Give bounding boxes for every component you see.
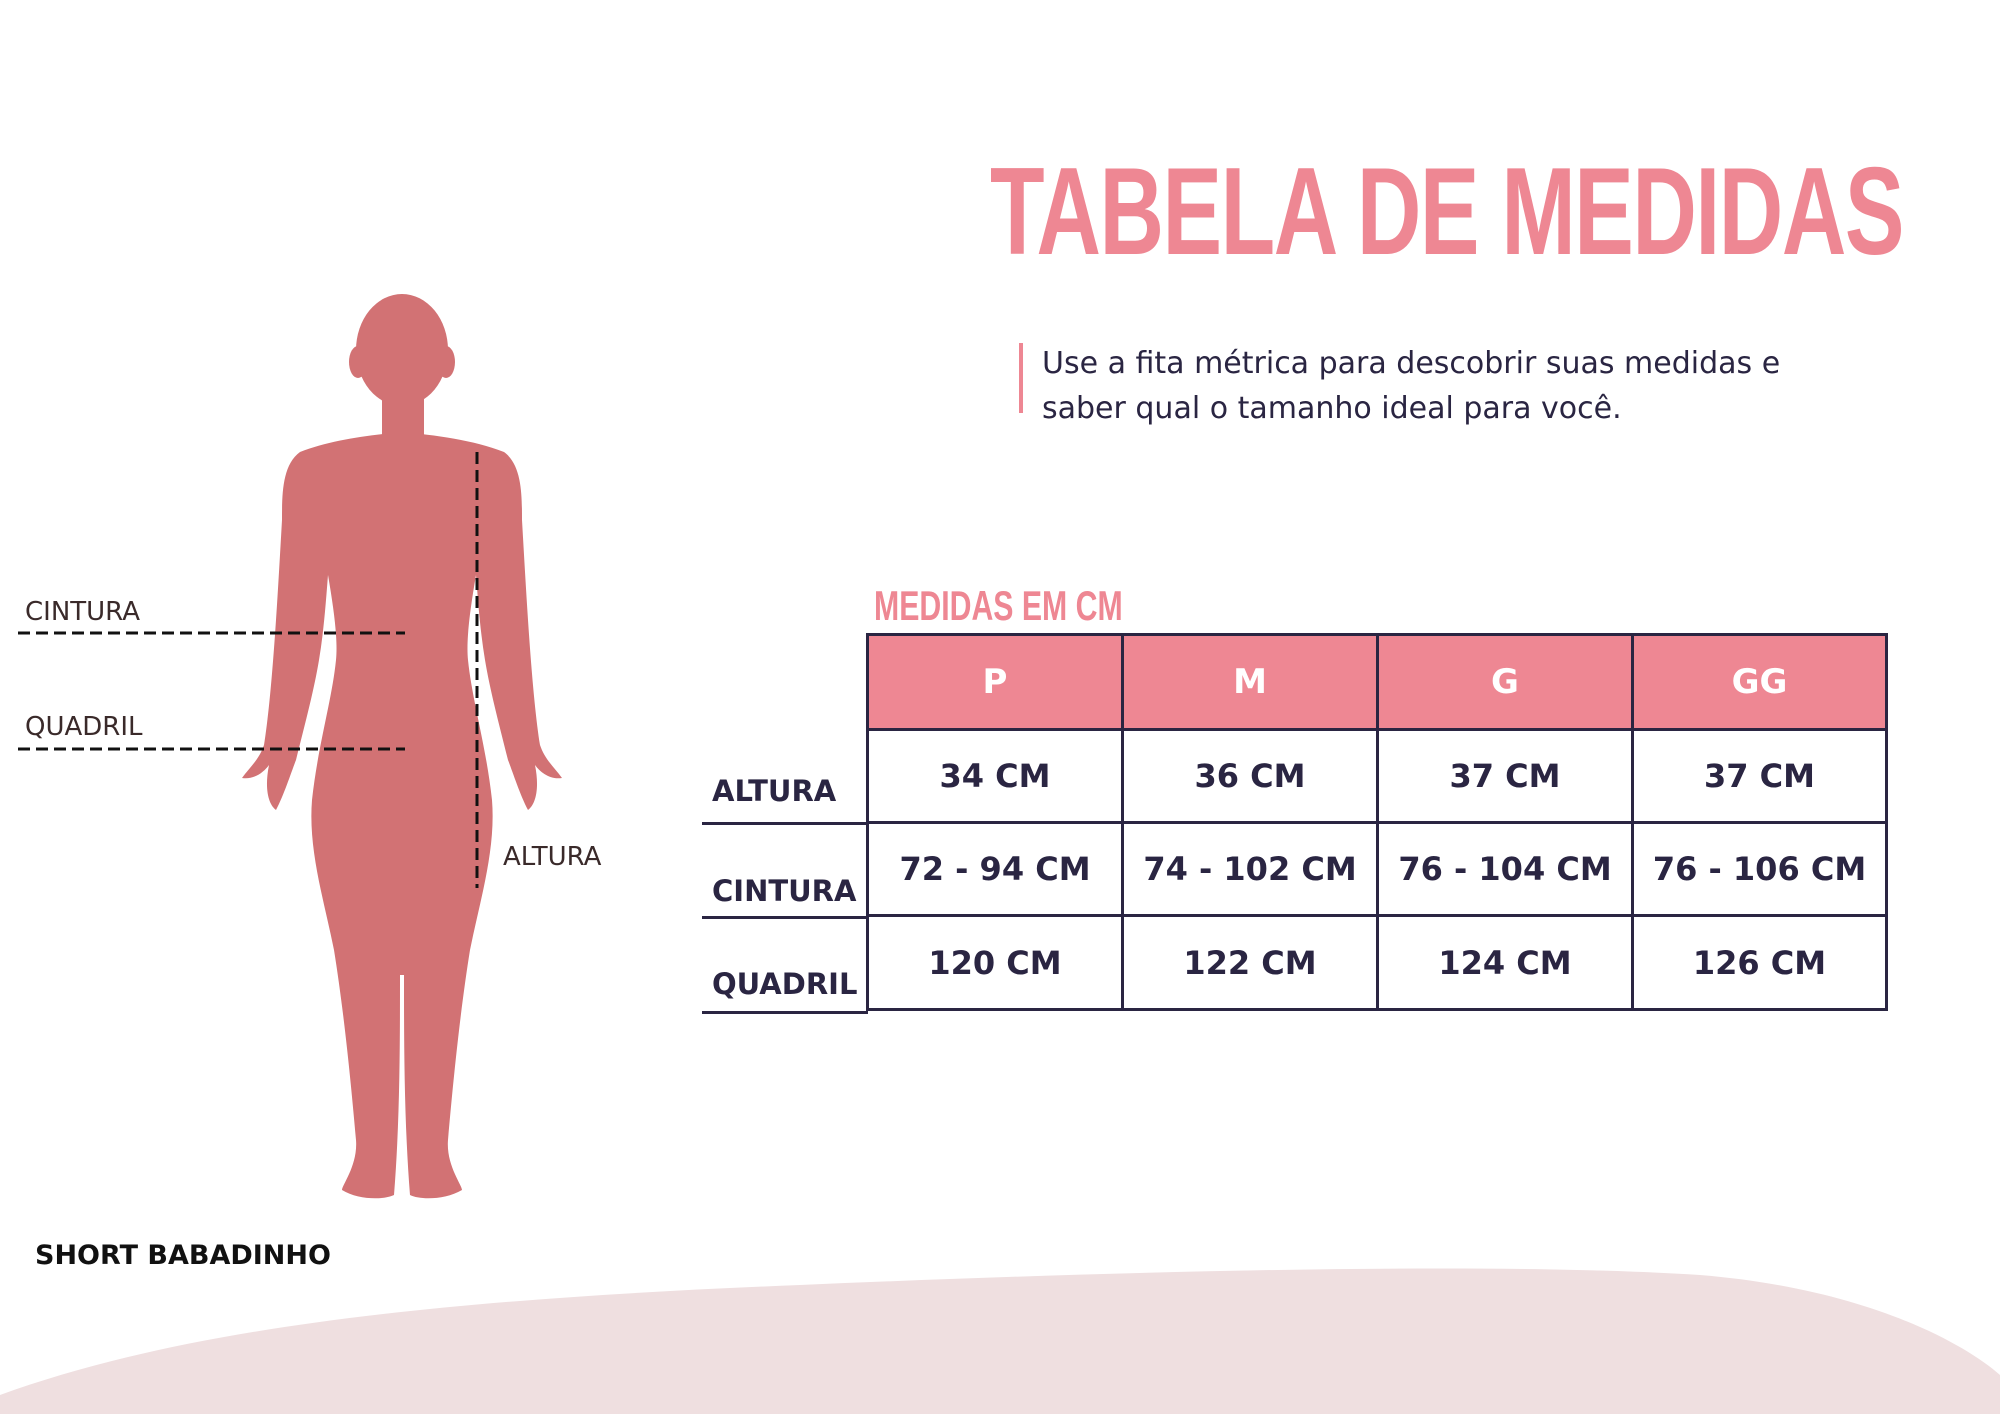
cintura-g-cell: 76 - 104 CM xyxy=(1376,821,1634,917)
cintura-p-cell: 72 - 94 CM xyxy=(866,821,1124,917)
cintura-gg-cell: 76 - 106 CM xyxy=(1631,821,1888,917)
size-header-m: M xyxy=(1121,633,1379,731)
quadril-gg-cell: 126 CM xyxy=(1631,914,1888,1011)
units-label: MEDIDAS EM CM xyxy=(874,582,1123,629)
quadril-p-cell: 120 CM xyxy=(866,914,1124,1011)
product-name: SHORT BABADINHO xyxy=(35,1240,331,1271)
row-divider-cintura xyxy=(702,916,868,919)
altura-gg-cell: 37 CM xyxy=(1631,728,1888,824)
quadril-label: QUADRIL xyxy=(25,712,143,742)
size-header-g: G xyxy=(1376,633,1634,731)
subtitle-text: Use a fita métrica para descobrir suas m… xyxy=(1042,346,1781,426)
row-divider-altura xyxy=(702,822,868,825)
quadril-g-cell: 124 CM xyxy=(1376,914,1634,1011)
size-header-gg: GG xyxy=(1631,633,1888,731)
altura-m-cell: 36 CM xyxy=(1121,728,1379,824)
altura-g-cell: 37 CM xyxy=(1376,728,1634,824)
quadril-m-cell: 122 CM xyxy=(1121,914,1379,1011)
row-label-cintura: CINTURA xyxy=(712,874,857,908)
cintura-m-cell: 74 - 102 CM xyxy=(1121,821,1379,917)
body-silhouette xyxy=(242,294,562,1199)
size-table: P M G GG 34 CM 36 CM 37 CM 37 CM 72 - 94… xyxy=(866,633,1888,1013)
row-label-quadril: QUADRIL xyxy=(712,967,858,1001)
subtitle-accent-bar xyxy=(1019,343,1023,413)
altura-label: ALTURA xyxy=(503,842,602,872)
row-label-altura: ALTURA xyxy=(712,774,837,808)
size-header-p: P xyxy=(866,633,1124,731)
altura-p-cell: 34 CM xyxy=(866,728,1124,824)
cintura-label: CINTURA xyxy=(25,597,140,627)
row-divider-quadril xyxy=(702,1011,868,1014)
